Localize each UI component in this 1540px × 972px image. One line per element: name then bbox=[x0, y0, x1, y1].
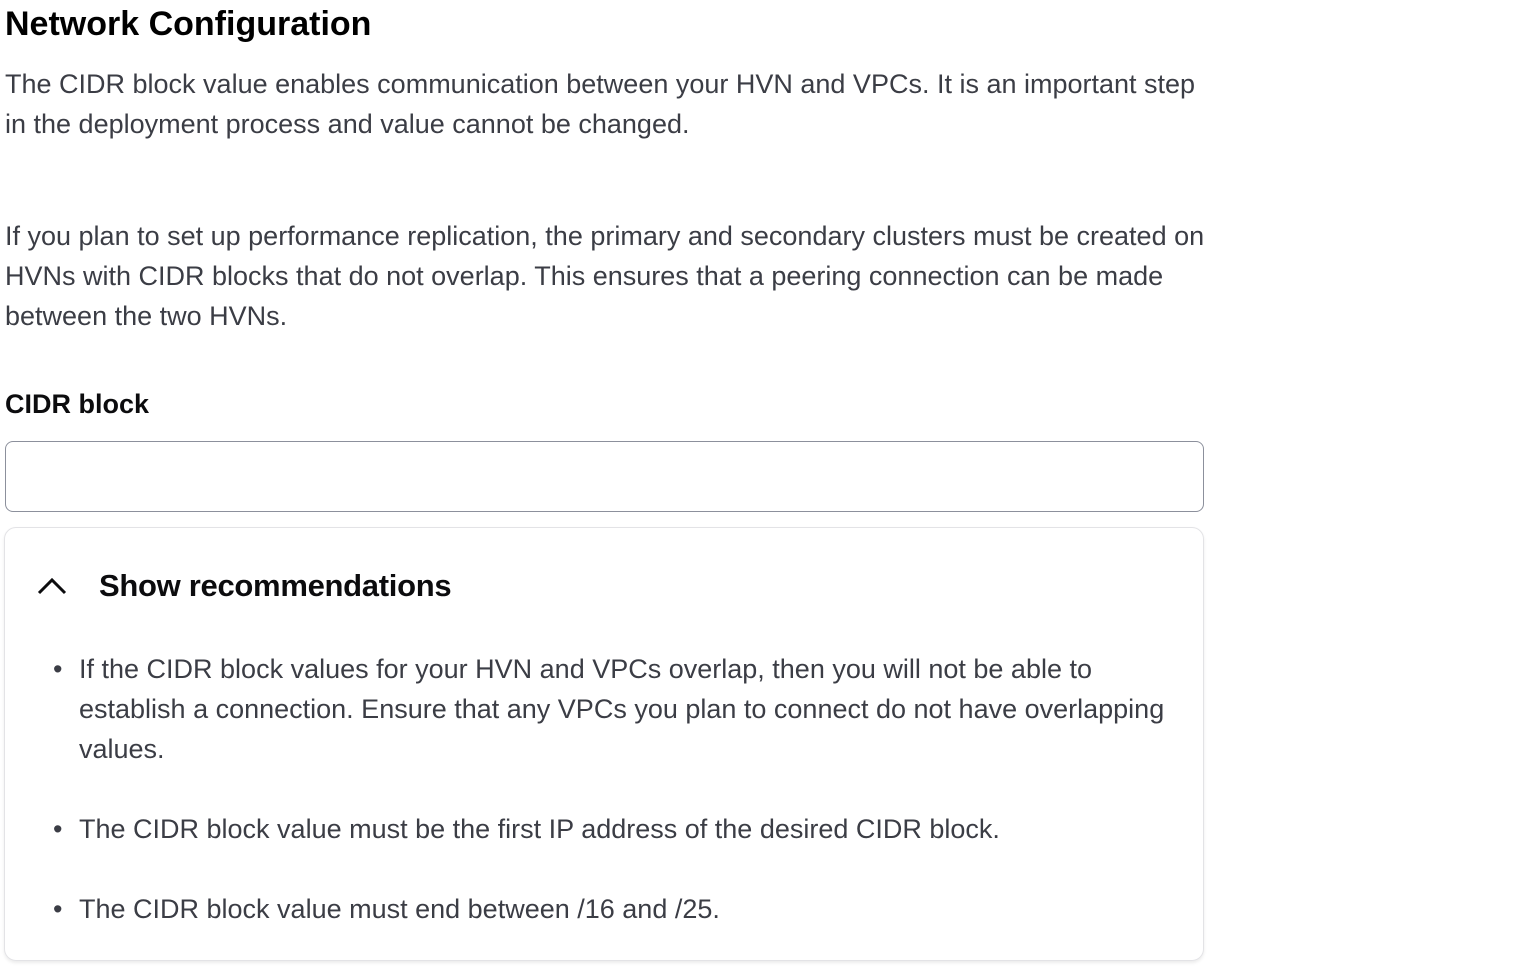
description-replication: If you plan to set up performance replic… bbox=[5, 221, 1205, 331]
recommendations-list: If the CIDR block values for your HVN an… bbox=[5, 649, 1179, 969]
description-cidr: The CIDR block value enables communicati… bbox=[5, 69, 1196, 139]
page-title: Network Configuration bbox=[5, 5, 372, 43]
recommendation-item: The CIDR block value must be the first I… bbox=[53, 809, 1179, 849]
cidr-block-label: CIDR block bbox=[5, 389, 150, 419]
chevron-up-icon bbox=[37, 577, 67, 595]
show-recommendations-label: Show recommendations bbox=[99, 568, 452, 603]
recommendations-panel: Show recommendations If the CIDR block v… bbox=[4, 527, 1204, 961]
recommendation-item: The CIDR block value must end between /1… bbox=[53, 889, 1179, 929]
recommendation-item: If the CIDR block values for your HVN an… bbox=[53, 649, 1179, 769]
cidr-block-input[interactable] bbox=[5, 441, 1204, 512]
show-recommendations-toggle[interactable]: Show recommendations bbox=[35, 566, 452, 606]
